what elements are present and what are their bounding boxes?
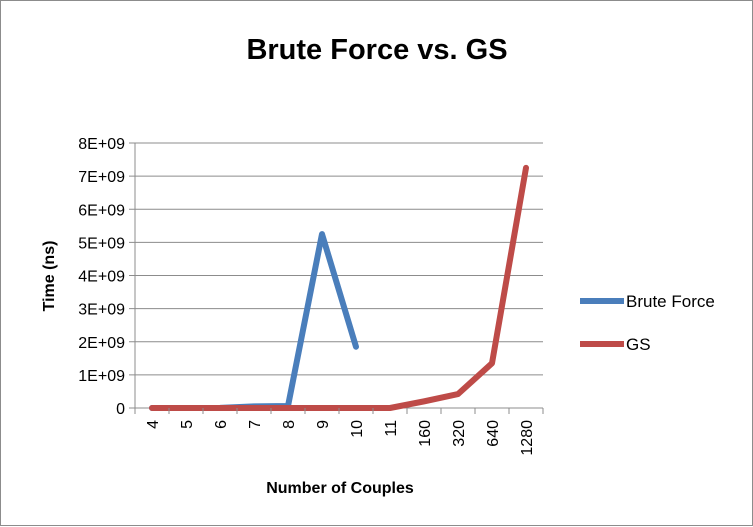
x-tick-label: 320 — [451, 420, 468, 447]
y-tick-label: 0 — [116, 401, 125, 418]
y-axis-label: Time (ns) — [41, 241, 58, 312]
x-tick-label: 8 — [281, 420, 298, 429]
y-tick-label: 2E+09 — [78, 335, 125, 352]
legend: Brute Force GS — [580, 292, 715, 354]
y-tick-label: 7E+09 — [78, 169, 125, 186]
gridlines — [134, 142, 543, 409]
x-tick-label: 1280 — [519, 420, 536, 456]
y-axis-ticks: 0 1E+09 2E+09 3E+09 4E+09 5E+09 6E+09 7E+09 8E+0… — [78, 136, 135, 418]
legend-label-brute-force: Brute Force — [626, 292, 715, 311]
x-tick-label: 7 — [247, 420, 264, 429]
x-tick-label: 11 — [383, 420, 400, 437]
x-axis-ticks: 4 5 6 7 8 9 10 11 160 320 640 1280 — [134, 408, 544, 456]
x-tick-label: 640 — [485, 420, 502, 447]
x-tick-label: 5 — [179, 420, 196, 429]
x-tick-label: 10 — [349, 420, 366, 438]
y-tick-label: 3E+09 — [78, 302, 125, 319]
chart-title: Brute Force vs. GS — [246, 34, 507, 66]
x-axis-label: Number of Couples — [266, 480, 414, 497]
y-tick-label: 8E+09 — [78, 136, 125, 153]
y-tick-label: 5E+09 — [78, 235, 125, 252]
x-tick-label: 9 — [315, 420, 332, 429]
y-tick-label: 6E+09 — [78, 202, 125, 219]
y-tick-label: 1E+09 — [78, 368, 125, 385]
legend-label-gs: GS — [626, 335, 651, 354]
x-tick-label: 6 — [213, 420, 230, 429]
series-line-brute-force — [149, 231, 359, 411]
x-tick-label: 4 — [145, 420, 162, 429]
y-tick-label: 4E+09 — [78, 269, 125, 286]
x-tick-label: 160 — [417, 420, 434, 447]
plot-lines — [149, 164, 529, 411]
